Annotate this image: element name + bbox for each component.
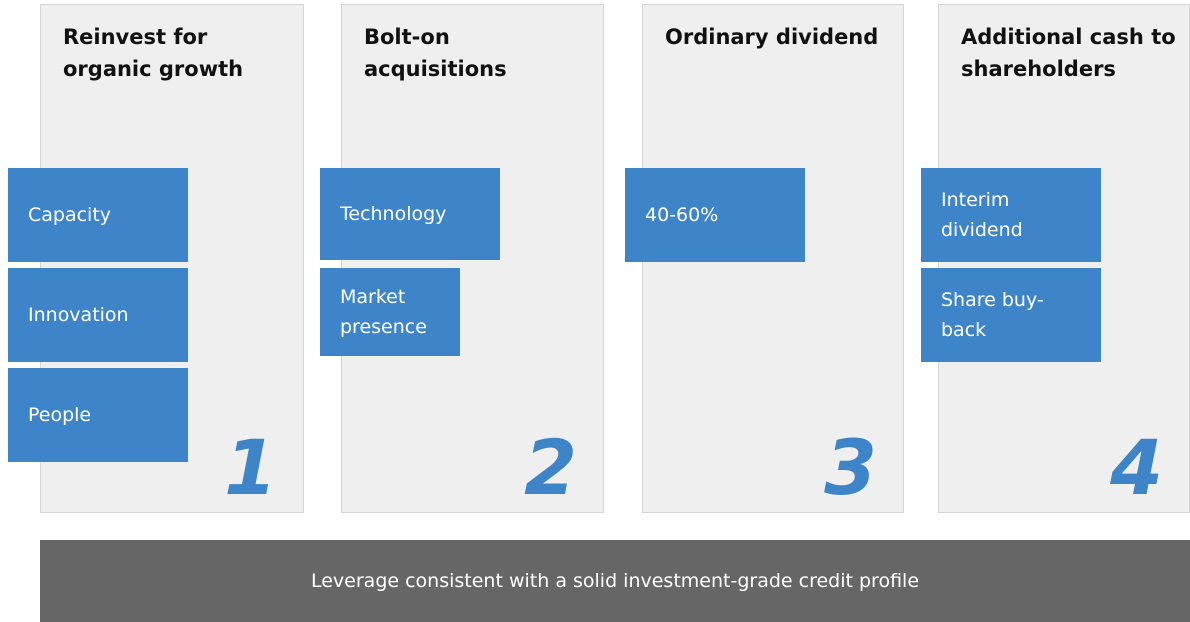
column-number: 2 <box>524 423 577 512</box>
item-box: 40-60% <box>625 168 805 262</box>
column-number: 3 <box>824 423 877 512</box>
item-box: Innovation <box>8 268 188 362</box>
column-number: 1 <box>224 423 277 512</box>
column-title: Additional cash to shareholders <box>961 25 1176 81</box>
item-box: Market presence <box>320 268 460 356</box>
column-title: Bolt-on acquisitions <box>364 25 507 81</box>
item-box: Share buy-back <box>921 268 1101 362</box>
column-title: Ordinary dividend <box>665 25 879 49</box>
item-box: Interim dividend <box>921 168 1101 262</box>
column-title: Reinvest for organic growth <box>63 25 244 81</box>
item-box: Technology <box>320 168 500 260</box>
column-number: 4 <box>1110 423 1163 512</box>
item-box: People <box>8 368 188 462</box>
footer-bar: Leverage consistent with a solid investm… <box>40 540 1190 622</box>
item-box: Capacity <box>8 168 188 262</box>
